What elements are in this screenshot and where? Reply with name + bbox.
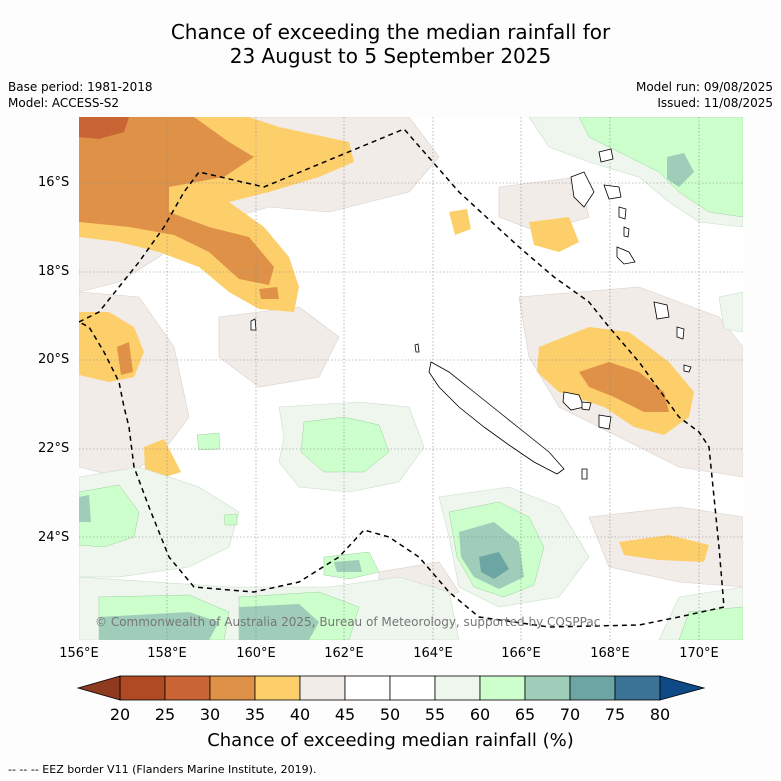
vanuatu-island-6 <box>623 226 630 238</box>
vanuatu-island-1 <box>598 148 614 163</box>
island-east-3 <box>683 364 692 373</box>
new-caledonia-island <box>428 361 565 475</box>
colorbar-under-arrow <box>76 675 121 701</box>
title-line-2: 23 August to 5 September 2025 <box>229 44 552 68</box>
colorbar <box>76 675 706 701</box>
colorbar-over-arrow <box>659 675 706 701</box>
colorbar-cell <box>434 675 481 701</box>
rainfall-map: © Commonwealth of Australia 2025, Bureau… <box>79 117 743 640</box>
island-west <box>250 318 257 331</box>
colorbar-tick-label: 70 <box>559 705 581 724</box>
medium-green-region-sw <box>79 495 91 522</box>
beige-region-central <box>218 306 340 388</box>
orange-region-small-west <box>117 342 133 375</box>
colorbar-tick-label: 65 <box>514 705 536 724</box>
lat-label-18s: 18°S <box>38 264 70 279</box>
orange-regions <box>79 117 669 412</box>
title-line-1: Chance of exceeding the median rainfall … <box>170 20 611 44</box>
loyalty-island-1 <box>562 391 585 411</box>
lat-label-16s: 16°S <box>38 175 70 190</box>
colorbar-cell <box>209 675 256 701</box>
colorbar-cell <box>254 675 301 701</box>
colorbar-cell <box>569 675 616 701</box>
island-south <box>581 468 588 480</box>
medium-green-region-ne <box>667 153 694 187</box>
colorbar-tick-label: 30 <box>199 705 221 724</box>
lon-label-158e: 158°E <box>147 646 187 661</box>
orange-region-dot <box>259 287 279 299</box>
orange-region-east <box>579 362 669 412</box>
colorbar-cell <box>479 675 526 701</box>
light-green-region-central <box>300 416 390 473</box>
lon-label-168e: 168°E <box>590 646 630 661</box>
colorbar-tick-label: 80 <box>649 705 671 724</box>
colorbar-cell <box>164 675 211 701</box>
lon-label-162e: 162°E <box>324 646 364 661</box>
colorbar-cells <box>119 675 661 701</box>
colorbar-tick-label: 20 <box>109 705 131 724</box>
colorbar-tick-label: 35 <box>244 705 266 724</box>
island-dot-1 <box>414 343 420 353</box>
colorbar-tick-label: 60 <box>469 705 491 724</box>
medium-green-region-bottom <box>99 612 219 640</box>
colorbar-tick-label: 45 <box>334 705 356 724</box>
teal-region-south <box>479 552 509 579</box>
light-green-region-ne <box>578 117 743 218</box>
light-green-region-sw <box>79 484 140 548</box>
colorbar-cell <box>524 675 571 701</box>
pale-green-region-right <box>718 291 743 333</box>
eez-border <box>79 128 725 628</box>
map-title: Chance of exceeding the median rainfall … <box>0 20 781 68</box>
colorbar-cell <box>344 675 391 701</box>
issued-date: Issued: 11/08/2025 <box>657 96 773 110</box>
base-period: Base period: 1981-2018 <box>8 80 153 94</box>
meta-left: Base period: 1981-2018 Model: ACCESS-S2 <box>8 79 153 111</box>
lon-label-156e: 156°E <box>59 646 99 661</box>
light-green-region-tiny <box>223 513 238 526</box>
eez-border-note: -- -- -- EEZ border V11 (Flanders Marine… <box>8 763 317 776</box>
island-east-1 <box>653 301 670 320</box>
yellow-region-ne <box>529 217 579 252</box>
yellow-region-nbox <box>449 209 471 235</box>
grid-lines <box>79 117 743 640</box>
colorbar-cell <box>299 675 346 701</box>
landmasses <box>250 148 692 480</box>
light-green-region-small <box>196 432 221 451</box>
lat-label-22s: 22°S <box>38 441 70 456</box>
model-run: Model run: 09/08/2025 <box>635 80 773 94</box>
dark-orange-regions <box>79 117 129 139</box>
teal-regions <box>479 552 509 579</box>
vanuatu-island-4 <box>618 206 627 220</box>
colorbar-tick-label: 75 <box>604 705 626 724</box>
loyalty-island-2 <box>598 414 612 430</box>
colorbar-tick-label: 55 <box>424 705 446 724</box>
meta-right: Model run: 09/08/2025 Issued: 11/08/2025 <box>636 79 773 111</box>
lon-label-166e: 166°E <box>501 646 541 661</box>
light-green-region-se <box>678 606 743 640</box>
colorbar-cell <box>119 675 166 701</box>
colorbar-tick-label: 40 <box>289 705 311 724</box>
colorbar-label: Chance of exceeding median rainfall (%) <box>207 730 574 751</box>
vanuatu-island-5 <box>616 246 636 265</box>
model-name: Model: ACCESS-S2 <box>8 96 120 110</box>
medium-green-region-lower <box>334 560 362 572</box>
medium-green-region-bottom-mid <box>239 604 319 640</box>
lon-label-164e: 164°E <box>413 646 453 661</box>
lon-label-170e: 170°E <box>679 646 719 661</box>
orange-region-nw <box>79 117 274 285</box>
lon-label-160e: 160°E <box>236 646 276 661</box>
lat-label-20s: 20°S <box>38 352 70 367</box>
colorbar-cell <box>389 675 436 701</box>
dark-orange-region-corner <box>79 117 129 139</box>
island-east-2 <box>676 326 685 340</box>
loyalty-island-3 <box>581 401 592 411</box>
vanuatu-island-2 <box>570 171 595 208</box>
colorbar-cell <box>614 675 661 701</box>
colorbar-tick-label: 50 <box>379 705 401 724</box>
vanuatu-island-3 <box>603 184 622 200</box>
copyright-text: © Commonwealth of Australia 2025, Bureau… <box>95 615 600 629</box>
lat-label-24s: 24°S <box>38 530 70 545</box>
yellow-region-southeast <box>619 535 709 562</box>
colorbar-tick-label: 25 <box>154 705 176 724</box>
